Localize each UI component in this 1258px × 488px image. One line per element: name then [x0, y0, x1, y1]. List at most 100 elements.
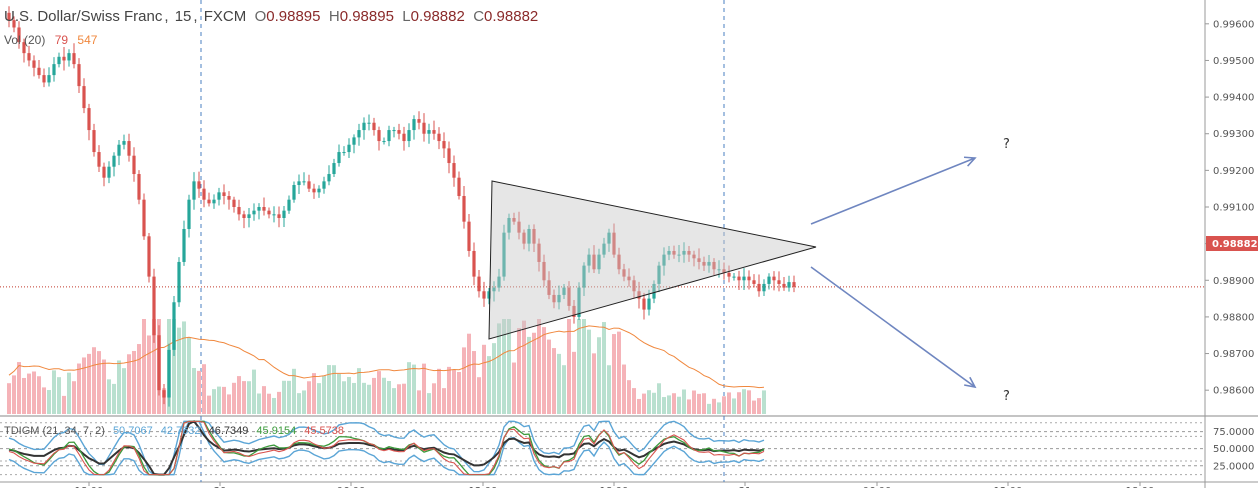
- price-tick-label: 0.99300: [1213, 129, 1254, 140]
- volume-bar: [437, 368, 441, 414]
- candle-body: [252, 210, 256, 215]
- volume-bar: [82, 357, 86, 414]
- candle-body: [367, 122, 371, 124]
- candle-body: [47, 75, 51, 83]
- candle-body: [677, 254, 681, 256]
- volume-bar: [412, 364, 416, 414]
- volume-bar: [532, 332, 536, 414]
- volume-bar: [457, 371, 461, 414]
- volume-bar: [682, 389, 686, 414]
- volume-bar: [367, 384, 371, 414]
- candle-body: [267, 210, 271, 215]
- volume-bar: [622, 364, 626, 414]
- candle-body: [282, 210, 286, 218]
- volume-bar: [372, 377, 376, 414]
- candle-body: [472, 250, 476, 277]
- volume-bar: [687, 399, 691, 414]
- volume-ma-value: 547: [77, 33, 98, 47]
- volume-bar: [392, 388, 396, 414]
- volume-bar: [217, 386, 221, 414]
- volume-bar: [222, 386, 226, 414]
- volume-bar: [487, 356, 491, 414]
- candle-body: [752, 280, 756, 284]
- candle-body: [622, 269, 626, 277]
- volume-bar: [357, 368, 361, 414]
- candle-body: [362, 122, 366, 131]
- candle-body: [12, 20, 16, 28]
- volume-bar: [677, 396, 681, 414]
- symbol-name[interactable]: U.S. Dollar/Swiss Franc: [4, 8, 163, 25]
- candle-body: [37, 67, 41, 76]
- candle-body: [402, 133, 406, 142]
- volume-bar: [332, 365, 336, 414]
- volume-bar: [402, 383, 406, 414]
- indicator-value-1: 50.7067: [112, 425, 153, 437]
- candle-body: [632, 280, 636, 292]
- volume-bar: [762, 390, 766, 414]
- volume-bar: [652, 392, 656, 414]
- candle-body: [732, 276, 736, 278]
- volume-bar: [692, 390, 696, 414]
- volume-bar: [127, 354, 131, 414]
- price-tick-label: 0.98700: [1213, 349, 1254, 360]
- volume-bar: [277, 391, 281, 414]
- candle-body: [422, 122, 426, 134]
- candle-body: [132, 155, 136, 175]
- candle-body: [337, 152, 341, 164]
- volume-bar: [537, 319, 541, 414]
- candle-body: [62, 56, 66, 61]
- volume-bar: [362, 382, 366, 414]
- interval-label[interactable]: 15: [174, 8, 192, 25]
- indicator-tick-label: 25.0000: [1213, 461, 1254, 472]
- volume-ma-line: [8, 325, 765, 389]
- volume-bar: [117, 360, 121, 414]
- volume-bar: [562, 365, 566, 414]
- candle-body: [212, 199, 216, 204]
- volume-bar: [617, 331, 621, 414]
- candle-body: [692, 254, 696, 259]
- volume-bar: [122, 368, 126, 414]
- candle-body: [407, 130, 411, 142]
- volume-bar: [317, 383, 321, 414]
- price-tick-label: 0.98800: [1213, 312, 1254, 323]
- volume-bar: [592, 353, 596, 414]
- volume-bar: [612, 334, 616, 414]
- volume-bar: [707, 403, 711, 414]
- candle-body: [382, 141, 386, 143]
- volume-bar: [702, 393, 706, 414]
- candle-body: [97, 152, 101, 167]
- candle-body: [657, 265, 661, 284]
- candle-body: [112, 155, 116, 167]
- volume-bar: [57, 377, 61, 414]
- volume-legend[interactable]: Vol (20) 79 547: [4, 33, 97, 47]
- breakout-arrows: [810, 156, 977, 389]
- candle-body: [342, 152, 346, 154]
- candle-body: [562, 287, 566, 295]
- candle-body: [647, 298, 651, 310]
- candle-body: [432, 130, 436, 134]
- candle-body: [652, 283, 656, 299]
- volume-bar: [177, 327, 181, 414]
- candle-body: [347, 144, 351, 153]
- candle-body: [557, 294, 561, 303]
- volume-bar: [672, 393, 676, 414]
- candle-body: [527, 228, 531, 244]
- volume-bar: [207, 395, 211, 414]
- indicator-legend[interactable]: TDIGM (21, 34, 7, 2) 50.7067 42.7632 46.…: [4, 425, 349, 437]
- volume-bar: [597, 337, 601, 414]
- time-tick-label: 30: [214, 486, 227, 488]
- volume-bar: [257, 393, 261, 414]
- volume-bar: [377, 371, 381, 414]
- volume-bar: [447, 366, 451, 414]
- data-source: FXCM: [203, 8, 247, 25]
- candle-body: [312, 188, 316, 193]
- volume-bar: [172, 319, 176, 414]
- volume-bar: [12, 375, 16, 414]
- candle-body: [792, 282, 796, 287]
- volume-bar: [507, 319, 511, 414]
- candle-body: [222, 192, 226, 197]
- volume-bar: [462, 347, 466, 414]
- candle-body: [57, 56, 61, 65]
- candle-body: [307, 181, 311, 189]
